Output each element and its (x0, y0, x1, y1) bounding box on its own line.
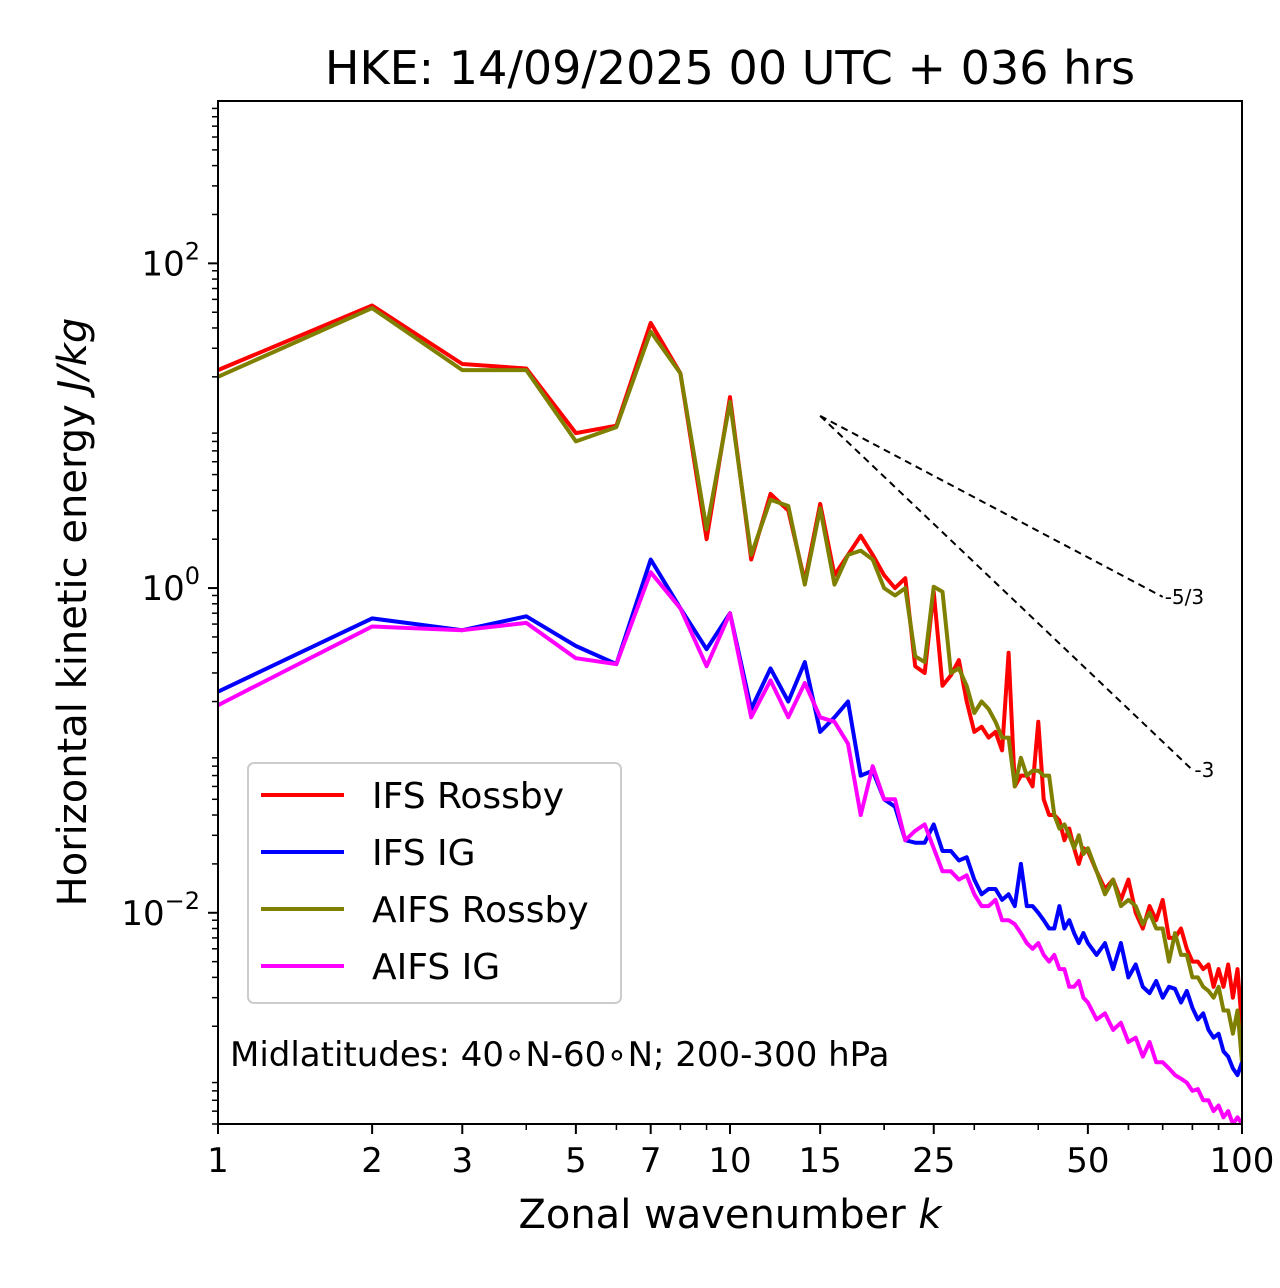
legend-label: AIFS IG (372, 947, 500, 988)
legend-label: AIFS Rossby (372, 890, 589, 931)
y-axis-label: Horizontal kinetic energy J/kg (50, 318, 96, 907)
y-tick-base: 10 (121, 894, 164, 934)
y-tick-label: 102 (141, 237, 200, 284)
reference-slope-label: -3 (1194, 758, 1214, 782)
reference-slopes: -5/3 -3 (819, 414, 1214, 782)
y-axis-label-text: Horizontal kinetic energy (50, 404, 96, 906)
x-tick-label: 1 (207, 1141, 229, 1181)
region-annotation: Midlatitudes: 40∘N-60∘N; 200-300 hPa (230, 1035, 890, 1075)
x-tick-label: 2 (361, 1141, 383, 1181)
reference-slope-line (819, 414, 1164, 598)
series-line-ifs-ig (218, 557, 1242, 1078)
series-layer (218, 303, 1242, 1124)
legend-label: IFS IG (372, 833, 476, 874)
y-tick-exponent: 2 (185, 237, 200, 265)
reference-slope-label: -5/3 (1165, 585, 1204, 609)
series-line-aifs-ig (218, 570, 1242, 1124)
y-tick-base: 10 (141, 244, 184, 284)
x-tick-label: 3 (451, 1141, 473, 1181)
x-tick-label: 5 (565, 1141, 587, 1181)
y-tick-exponent: −2 (165, 887, 200, 915)
y-tick-exponent: 0 (185, 562, 200, 590)
x-tick-label: 100 (1210, 1141, 1275, 1181)
series-line-aifs-rossby (218, 306, 1242, 1063)
x-tick-label: 25 (912, 1141, 955, 1181)
legend-label: IFS Rossby (372, 776, 564, 817)
y-tick-label: 10−2 (121, 887, 200, 934)
x-tick-label: 7 (640, 1141, 662, 1181)
x-axis-ticks: 1 2 3 5 7 10 15 25 50 100 (207, 1124, 1274, 1181)
x-axis-label: Zonal wavenumber k (518, 1192, 943, 1238)
x-axis-label-text: Zonal wavenumber (518, 1192, 906, 1238)
y-axis-label-unit: J/kg (50, 318, 96, 399)
x-tick-label: 10 (708, 1141, 751, 1181)
y-tick-label: 100 (141, 562, 200, 609)
x-tick-label: 50 (1066, 1141, 1109, 1181)
y-tick-base: 10 (141, 569, 184, 609)
legend: IFS Rossby IFS IG AIFS Rossby AIFS IG (247, 762, 622, 1004)
plot-frame (217, 100, 1243, 1125)
reference-slope-line (819, 415, 1194, 771)
chart-title: HKE: 14/09/2025 00 UTC + 036 hrs (325, 41, 1135, 95)
x-tick-label: 15 (799, 1141, 842, 1181)
legend-box (247, 762, 622, 1004)
x-axis-label-variable: k (918, 1192, 943, 1238)
